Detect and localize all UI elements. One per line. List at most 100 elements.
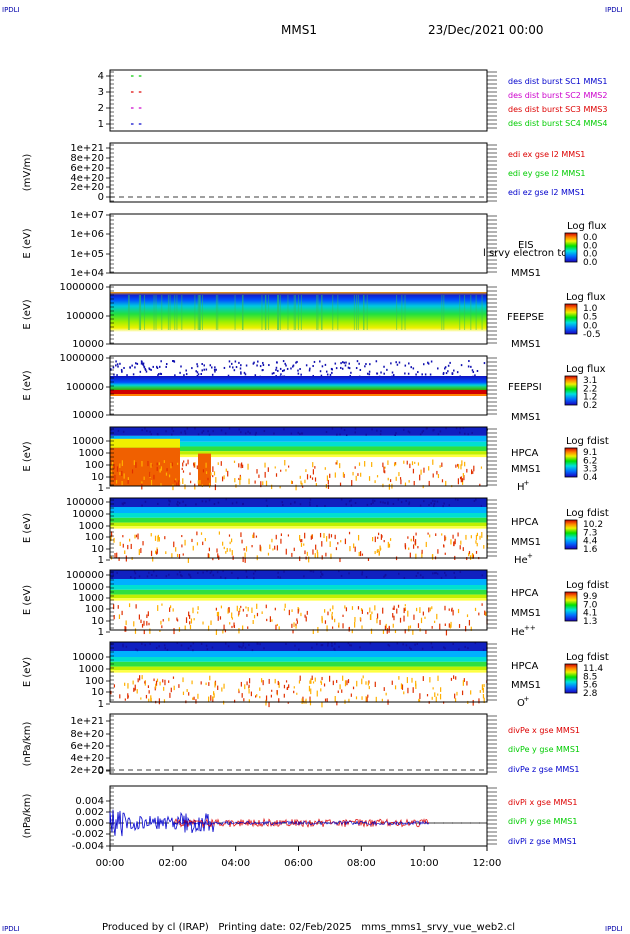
hpca-top-speckle <box>327 644 329 647</box>
hpca-speckle <box>187 557 189 563</box>
feepsi-speckle <box>290 367 292 370</box>
hpca-speckle <box>407 610 409 617</box>
hpca-speckle <box>336 701 338 706</box>
feepsi-speckle <box>359 368 362 371</box>
hpca-top-speckle <box>354 427 357 430</box>
hpca-speckle <box>284 459 286 466</box>
hpca-top-speckle <box>397 572 400 575</box>
hpca-speckle <box>304 550 306 555</box>
hpca-top-speckle <box>480 504 483 507</box>
hpca-speckle <box>123 473 125 479</box>
feepsi-speckle <box>244 373 247 376</box>
x-tick-label: 06:00 <box>284 858 313 869</box>
hpca-speckle <box>415 680 417 687</box>
hpca-band <box>110 451 487 455</box>
hpca-speckle <box>331 613 333 619</box>
hpca-speckle <box>156 549 158 554</box>
feepsi-speckle <box>358 362 360 365</box>
hpca-speckle <box>258 474 260 478</box>
hpca-speckle <box>288 684 290 689</box>
hpca-speckle <box>460 540 462 545</box>
hpca-speckle <box>387 541 389 548</box>
hpca-speckle <box>241 539 243 544</box>
hpca-speckle <box>156 678 159 682</box>
colorbar-title: Log fdist <box>566 580 609 591</box>
hpca-speckle <box>193 462 195 466</box>
hpca-top-speckle <box>217 501 220 504</box>
corner-tag-bl: IPDLI <box>2 925 20 933</box>
hpca-speckle <box>262 481 264 486</box>
hpca-speckle <box>291 609 293 613</box>
hpca-speckle <box>121 610 123 616</box>
hpca-speckle <box>304 479 306 484</box>
hpca-speckle <box>207 553 209 558</box>
species-charge: + <box>524 479 530 487</box>
hpca-speckle <box>163 686 165 691</box>
hpca-speckle <box>131 469 134 474</box>
hpca-speckle <box>241 693 243 698</box>
hpca-speckle <box>246 681 248 686</box>
hpca-speckle <box>466 468 468 473</box>
hpca-speckle <box>283 693 285 698</box>
hpca-top-speckle <box>181 575 183 578</box>
hpca-speckle <box>150 462 152 468</box>
hpca-speckle <box>406 460 408 465</box>
y-tick-label: 1e+07 <box>70 210 104 221</box>
hpca-speckle <box>354 616 356 622</box>
hpca-speckle <box>162 679 164 683</box>
hpca-top-speckle <box>157 433 159 436</box>
hpca-speckle <box>202 469 205 473</box>
y-axis-label: (nPa/km) <box>22 722 33 767</box>
hpca-speckle <box>311 675 313 680</box>
feepsi-speckle <box>230 362 233 365</box>
hpca-top-speckle <box>122 503 124 506</box>
feepsi-speckle <box>386 368 388 371</box>
feepsi-speckle <box>292 364 295 367</box>
species-charge: + <box>524 695 530 703</box>
hpca-speckle <box>119 463 121 468</box>
hpca-speckle <box>213 471 216 476</box>
hpca-speckle <box>182 677 184 683</box>
feepse-streak <box>366 295 368 330</box>
hpca-speckle <box>441 533 443 536</box>
hpca-speckle <box>217 685 219 691</box>
hpca-speckle <box>376 617 378 624</box>
hpca-speckle <box>110 690 112 695</box>
hpca-speckle <box>189 472 191 476</box>
feepsi-speckle <box>209 364 212 367</box>
hpca-speckle <box>323 683 326 687</box>
hpca-speckle <box>311 477 314 480</box>
hpca-speckle <box>141 461 143 467</box>
hpca-speckle <box>252 534 254 539</box>
hpca-speckle <box>172 484 174 491</box>
feepse-streak <box>401 295 403 330</box>
hpca-top-speckle <box>224 577 227 580</box>
hpca-top-speckle <box>172 430 175 433</box>
colorbar <box>564 375 578 406</box>
hpca-top-speckle <box>467 433 469 436</box>
hpca-band <box>110 670 487 673</box>
feepsi-speckle <box>211 366 213 369</box>
hpca-speckle <box>361 625 363 629</box>
feepsi-speckle <box>115 360 117 363</box>
feepse-streak <box>363 295 365 330</box>
feepsi-speckle <box>472 370 475 373</box>
hpca-band <box>110 498 487 507</box>
hpca-speckle <box>248 478 250 485</box>
hpca-speckle <box>274 545 276 550</box>
hpca-speckle <box>256 612 259 617</box>
hpca-speckle <box>436 470 438 475</box>
hpca-speckle <box>330 553 332 560</box>
hpca-band <box>110 594 487 599</box>
hpca-speckle <box>159 681 161 686</box>
feepsi-speckle <box>320 374 323 377</box>
hpca-speckle <box>444 535 446 542</box>
hpca-speckle <box>437 693 439 696</box>
hpca-speckle <box>465 534 467 540</box>
hpca-speckle <box>412 687 414 693</box>
hpca-speckle <box>421 549 423 554</box>
hpca-speckle <box>248 678 251 684</box>
hpca-speckle <box>300 612 302 617</box>
hpca-speckle <box>320 688 322 692</box>
hpca-speckle <box>215 629 218 635</box>
